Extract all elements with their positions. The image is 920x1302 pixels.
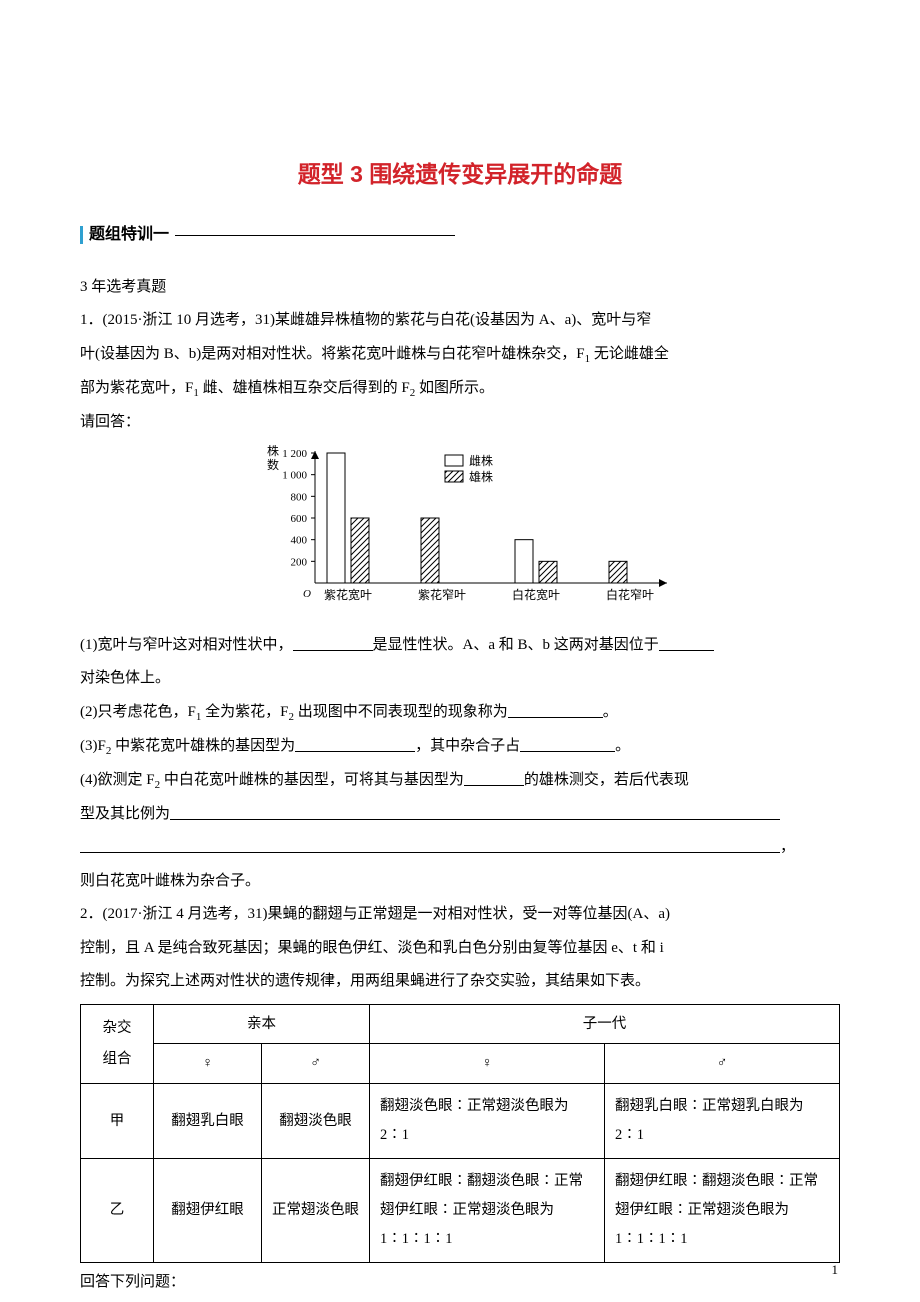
th-parents: 亲本: [154, 1004, 370, 1043]
q1-p1a: (1)宽叶与窄叶这对相对性状中，: [80, 637, 293, 653]
blank: [295, 751, 415, 752]
q1-answer-lead: 请回答：: [80, 407, 840, 439]
section-label: 题组特训一: [89, 218, 169, 252]
cell-a-pm: 翻翅淡色眼: [262, 1083, 370, 1158]
cell-b-cm: 翻翅伊红眼∶翻翅淡色眼∶正常翅伊红眼∶正常翅淡色眼为 1∶1∶1∶1: [605, 1158, 840, 1262]
q1-p4-end: 则白花宽叶雌株为杂合子。: [80, 866, 840, 898]
th-group2: 组合: [87, 1044, 147, 1074]
svg-text:200: 200: [291, 556, 308, 568]
th-m: ♂: [262, 1044, 370, 1083]
q1-p4-line2: 型及其比例为: [80, 799, 840, 831]
blank: [464, 785, 524, 786]
q1-p4c: 的雄株测交，若后代表现: [524, 772, 689, 788]
svg-text:800: 800: [291, 491, 308, 503]
cross-table: 杂交 组合 亲本 子一代 ♀ ♂ ♀ ♂ 甲 翻翅乳白眼 翻翅淡色眼 翻翅淡色眼…: [80, 1004, 840, 1263]
svg-text:数: 数: [267, 457, 279, 472]
page-number: 1: [832, 1262, 839, 1278]
q1-p3: (3)F2 中紫花宽叶雄株的基因型为，其中杂合子占。: [80, 731, 840, 763]
q1-stem-line3a: 部为紫花宽叶，F: [80, 380, 193, 396]
section-bar: [80, 226, 83, 244]
cell-group-a: 甲: [81, 1083, 154, 1158]
blank: [80, 852, 780, 853]
q1-stem-line3c: 如图所示。: [415, 380, 494, 396]
svg-text:紫花宽叶: 紫花宽叶: [324, 587, 372, 602]
q2-stem-line3: 控制。为探究上述两对性状的遗传规律，用两组果蝇进行了杂交实验，其结果如下表。: [80, 966, 840, 998]
q1-p3b: 中紫花宽叶雄株的基因型为: [111, 738, 295, 754]
q1-stem-line3b: 雌、雄植株相互杂交后得到的 F: [199, 380, 410, 396]
cell-a-pf: 翻翅乳白眼: [154, 1083, 262, 1158]
svg-text:雄株: 雄株: [469, 469, 493, 484]
q2-stem-line2: 控制，且 A 是纯合致死基因；果蝇的眼色伊红、淡色和乳白色分别由复等位基因 e、…: [80, 933, 840, 965]
svg-text:白花窄叶: 白花窄叶: [606, 587, 654, 602]
svg-text:O: O: [303, 588, 311, 600]
bar-chart-svg: 200 400 600 800 1 000 1 200株数 O 雌株雄株紫花宽叶 紫花窄叶 白花宽…: [245, 445, 675, 620]
subhead: 3 年选考真题: [80, 272, 840, 304]
q2-tail: 回答下列问题：: [80, 1267, 840, 1299]
q1-p4-tail: ，: [780, 839, 795, 855]
q1-p1b: 是显性性状。A、a 和 B、b 这两对基因位于: [373, 637, 659, 653]
q1-p3d: 。: [615, 738, 630, 754]
q1-p4-line3: ，: [80, 832, 840, 864]
page-title: 题型 3 围绕遗传变异展开的命题: [80, 150, 840, 198]
bar-chart: 200 400 600 800 1 000 1 200株数 O 雌株雄株紫花宽叶 紫花窄叶 白花宽…: [245, 445, 675, 620]
svg-text:600: 600: [291, 513, 308, 525]
svg-text:雌株: 雌株: [469, 453, 493, 468]
blank: [659, 650, 714, 651]
q1-p2c: 出现图中不同表现型的现象称为: [294, 704, 508, 720]
q1-p2a: (2)只考虑花色，F: [80, 704, 196, 720]
q1-stem-line2a: 叶(设基因为 B、b)是两对相对性状。将紫花宽叶雌株与白花窄叶雄株杂交，F: [80, 346, 585, 362]
q1-p1-line2: 对染色体上。: [80, 663, 840, 695]
th-f: ♀: [154, 1044, 262, 1083]
table-row: 乙 翻翅伊红眼 正常翅淡色眼 翻翅伊红眼∶翻翅淡色眼∶正常翅伊红眼∶正常翅淡色眼…: [81, 1158, 840, 1262]
svg-text:紫花窄叶: 紫花窄叶: [418, 587, 466, 602]
q1-p4a: (4)欲测定 F: [80, 772, 155, 788]
table-row: 杂交 组合 亲本 子一代: [81, 1004, 840, 1043]
cell-b-pm: 正常翅淡色眼: [262, 1158, 370, 1262]
table-row: ♀ ♂ ♀ ♂: [81, 1044, 840, 1083]
cell-b-pf: 翻翅伊红眼: [154, 1158, 262, 1262]
cell-a-cf: 翻翅淡色眼∶正常翅淡色眼为 2∶1: [370, 1083, 605, 1158]
q1-p4b: 中白花宽叶雌株的基因型，可将其与基因型为: [160, 772, 464, 788]
q1-p1: (1)宽叶与窄叶这对相对性状中， 是显性性状。A、a 和 B、b 这两对基因位于: [80, 630, 840, 662]
cell-b-cf: 翻翅伊红眼∶翻翅淡色眼∶正常翅伊红眼∶正常翅淡色眼为 1∶1∶1∶1: [370, 1158, 605, 1262]
blank: [520, 751, 615, 752]
q2-stem-line1: 2．(2017·浙江 4 月选考，31)果蝇的翻翅与正常翅是一对相对性状，受一对…: [80, 899, 840, 931]
section-line: [175, 235, 455, 236]
table-row: 甲 翻翅乳白眼 翻翅淡色眼 翻翅淡色眼∶正常翅淡色眼为 2∶1 翻翅乳白眼∶正常…: [81, 1083, 840, 1158]
svg-text:1 200: 1 200: [282, 448, 307, 460]
q1-stem-line1: 1．(2015·浙江 10 月选考，31)某雌雄异株植物的紫花与白花(设基因为 …: [80, 305, 840, 337]
q1-p2b: 全为紫花，F: [201, 704, 288, 720]
th-m2: ♂: [605, 1044, 840, 1083]
blank: [293, 650, 373, 651]
q1-stem-line3: 部为紫花宽叶，F1 雌、雄植株相互杂交后得到的 F2 如图所示。: [80, 373, 840, 405]
q1-p4: (4)欲测定 F2 中白花宽叶雌株的基因型，可将其与基因型为的雄株测交，若后代表…: [80, 765, 840, 797]
q1-p2d: 。: [603, 704, 618, 720]
q1-p3c: ，其中杂合子占: [415, 738, 520, 754]
q1-stem-line2b: 无论雌雄全: [590, 346, 669, 362]
svg-text:白花宽叶: 白花宽叶: [512, 587, 560, 602]
svg-text:株: 株: [267, 445, 279, 458]
q1-p3a: (3)F: [80, 738, 106, 754]
svg-text:1 000: 1 000: [282, 469, 307, 481]
th-f2: ♀: [370, 1044, 605, 1083]
th-offspring: 子一代: [370, 1004, 840, 1043]
cell-group-b: 乙: [81, 1158, 154, 1262]
blank: [170, 819, 780, 820]
cell-a-cm: 翻翅乳白眼∶正常翅乳白眼为 2∶1: [605, 1083, 840, 1158]
blank: [508, 717, 603, 718]
section-lead: 题组特训一: [80, 218, 840, 252]
svg-text:400: 400: [291, 534, 308, 546]
q1-p2: (2)只考虑花色，F1 全为紫花，F2 出现图中不同表现型的现象称为。: [80, 697, 840, 729]
q1-stem-line2: 叶(设基因为 B、b)是两对相对性状。将紫花宽叶雌株与白花窄叶雄株杂交，F1 无…: [80, 339, 840, 371]
th-group: 杂交: [87, 1013, 147, 1043]
q1-p4d: 型及其比例为: [80, 806, 170, 822]
